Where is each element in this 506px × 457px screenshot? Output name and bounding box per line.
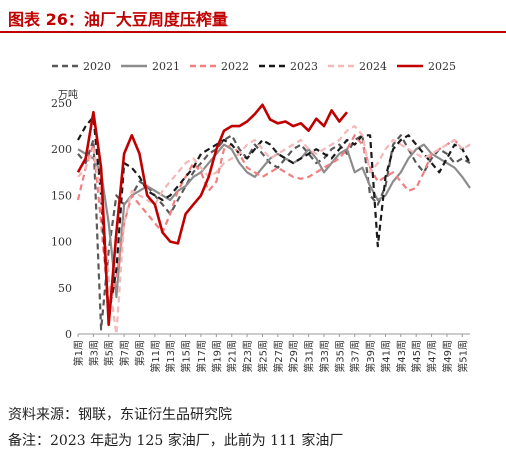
x-tick-label: 第9周 [133, 340, 146, 366]
x-tick-label: 第47周 [426, 340, 439, 373]
series-line-2022 [76, 134, 471, 308]
x-tick-label: 第29周 [287, 340, 300, 373]
x-tick-label: 第23周 [241, 340, 254, 373]
legend-label-2020: 2020 [83, 60, 111, 73]
x-tick-label: 第5周 [103, 340, 116, 366]
x-tick-label: 第31周 [303, 340, 316, 373]
x-tick-label: 第37周 [349, 340, 362, 373]
x-tick-label: 第19周 [210, 340, 223, 373]
chart: 万吨 0 50 100 150 200 250 第1周 第3周 第5周 第7周 第9周 第11周 第13周… [51, 60, 471, 373]
x-tick-label: 第49周 [441, 340, 454, 373]
x-tick-label: 第17周 [195, 340, 208, 373]
x-tick-label: 第15周 [180, 340, 193, 373]
x-tick-label: 第21周 [226, 340, 239, 373]
x-tick-label: 第7周 [118, 340, 131, 366]
chart-title: 图表 26：油厂大豆周度压榨量 [8, 10, 228, 29]
series-line-2021 [77, 143, 471, 299]
series-line-2023 [77, 115, 471, 317]
legend-label-2021: 2021 [152, 60, 180, 73]
legend-label-2024: 2024 [359, 60, 387, 73]
title-rule [0, 31, 506, 33]
y-axis-unit-label: 万吨 [58, 88, 78, 101]
y-tick-label: 0 [65, 328, 72, 341]
legend-label-2022: 2022 [221, 60, 249, 73]
x-tick-label: 第27周 [272, 340, 285, 373]
series-line-2024 [77, 124, 471, 336]
series-line-2025 [76, 103, 349, 327]
x-tick-label: 第33周 [318, 340, 331, 373]
y-tick-label: 200 [51, 143, 72, 156]
legend-label-2025: 2025 [428, 60, 456, 73]
x-tick-label: 第13周 [164, 340, 177, 373]
x-tick-label: 第39周 [364, 340, 377, 373]
y-tick-label: 250 [51, 97, 72, 110]
x-tick-label: 第11周 [149, 340, 162, 373]
x-tick-label: 第43周 [395, 340, 408, 373]
x-tick-label: 第3周 [87, 340, 100, 366]
x-tick-label: 第51周 [456, 340, 469, 373]
y-tick-label: 100 [51, 236, 72, 249]
legend-label-2023: 2023 [290, 60, 318, 73]
y-tick-label: 50 [58, 282, 72, 295]
y-tick-label: 150 [51, 189, 72, 202]
x-tick-label: 第1周 [72, 340, 85, 366]
remark-note: 备注：2023 年起为 125 家油厂，此前为 111 家油厂 [8, 433, 344, 449]
x-tick-label: 第45周 [410, 340, 423, 373]
title-bar: 图表 26：油厂大豆周度压榨量 [0, 0, 506, 34]
x-tick-label: 第41周 [379, 340, 392, 373]
series-line-2020 [77, 134, 471, 331]
source-note: 资料来源：钢联，东证衍生品研究院 [8, 407, 232, 423]
x-tick-label: 第25周 [256, 340, 269, 373]
x-tick-label: 第35周 [333, 340, 346, 373]
